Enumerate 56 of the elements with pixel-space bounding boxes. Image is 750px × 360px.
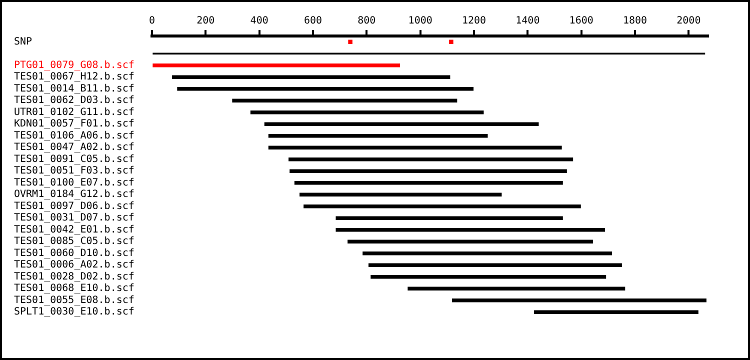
bar [336, 228, 606, 232]
y-tick-label: TES01_0042_E01.b.scf [14, 224, 134, 236]
bar [370, 275, 606, 279]
bar [348, 240, 593, 244]
y-tick-label: TES01_0031_D07.b.scf [14, 212, 134, 224]
y-tick-label: TES01_0062_D03.b.scf [14, 95, 134, 106]
bar [268, 146, 562, 150]
y-tick-label: TES01_0091_C05.b.scf [14, 154, 134, 165]
x-tick-label: 2000 [676, 16, 701, 27]
bar [288, 158, 574, 162]
y-tick-label: TES01_0097_D06.b.scf [14, 200, 134, 212]
bar [300, 192, 502, 196]
x-tick-label: 600 [304, 16, 322, 27]
y-tick-label: OVRM1_0184_G12.b.scf [14, 189, 134, 200]
bar [336, 216, 563, 220]
bar [294, 181, 563, 185]
y-tick-label: TES01_0060_D10.b.scf [14, 248, 134, 259]
x-tick-label: 1000 [408, 16, 432, 27]
y-tick-label: TES01_0068_E10.b.scf [14, 283, 134, 294]
y-tick-label: TES01_0014_B11.b.scf [14, 83, 134, 94]
y-tick-label: SNP [14, 36, 32, 48]
bar [232, 98, 458, 102]
x-tick-label: 0 [148, 16, 156, 27]
bar [268, 134, 488, 138]
bar [250, 110, 484, 114]
x-tick-label: 1200 [462, 16, 486, 27]
y-tick-label: TES01_0106_A06.b.scf [14, 130, 134, 142]
y-tick-label: TES01_0028_D02.b.scf [14, 271, 134, 282]
y-tick-label: SPLT1_0030_E10.b.scf [14, 306, 134, 318]
y-tick-label: TES01_0006_A02.b.scf [14, 260, 134, 271]
bar [264, 122, 539, 126]
y-tick-label: TES01_0051_F03.b.scf [14, 166, 134, 177]
bar [534, 310, 698, 314]
bar [177, 87, 474, 91]
x-tick-label: 1800 [622, 16, 648, 27]
bar [452, 298, 706, 302]
y-tick-label: TES01_0100_E07.b.scf [14, 177, 134, 188]
bar [172, 75, 450, 79]
y-tick-label: PTG01_0079_G08.b.scf [14, 60, 134, 71]
bar [362, 252, 612, 256]
x-tick-label: 800 [358, 16, 376, 27]
y-tick-label: TES01_0067_H12.b.scf [14, 72, 134, 83]
bar [290, 169, 567, 173]
bar [152, 64, 400, 68]
y-tick-label: TES01_0085_C05.b.scf [14, 236, 134, 248]
bar [408, 286, 626, 290]
bar [368, 263, 622, 267]
x-tick-label: 1600 [569, 16, 594, 27]
y-tick-label: TES01_0055_E08.b.scf [14, 294, 134, 306]
bar [304, 204, 581, 208]
x-tick-label: 200 [196, 16, 215, 27]
x-tick-label: 1400 [516, 16, 540, 27]
y-tick-label: UTR01_0102_G11.b.scf [14, 106, 134, 118]
y-tick-label: KDN01_0057_F01.b.scf [14, 118, 134, 130]
y-tick-label: TES01_0047_A02.b.scf [14, 142, 134, 154]
x-tick-label: 400 [250, 16, 268, 27]
